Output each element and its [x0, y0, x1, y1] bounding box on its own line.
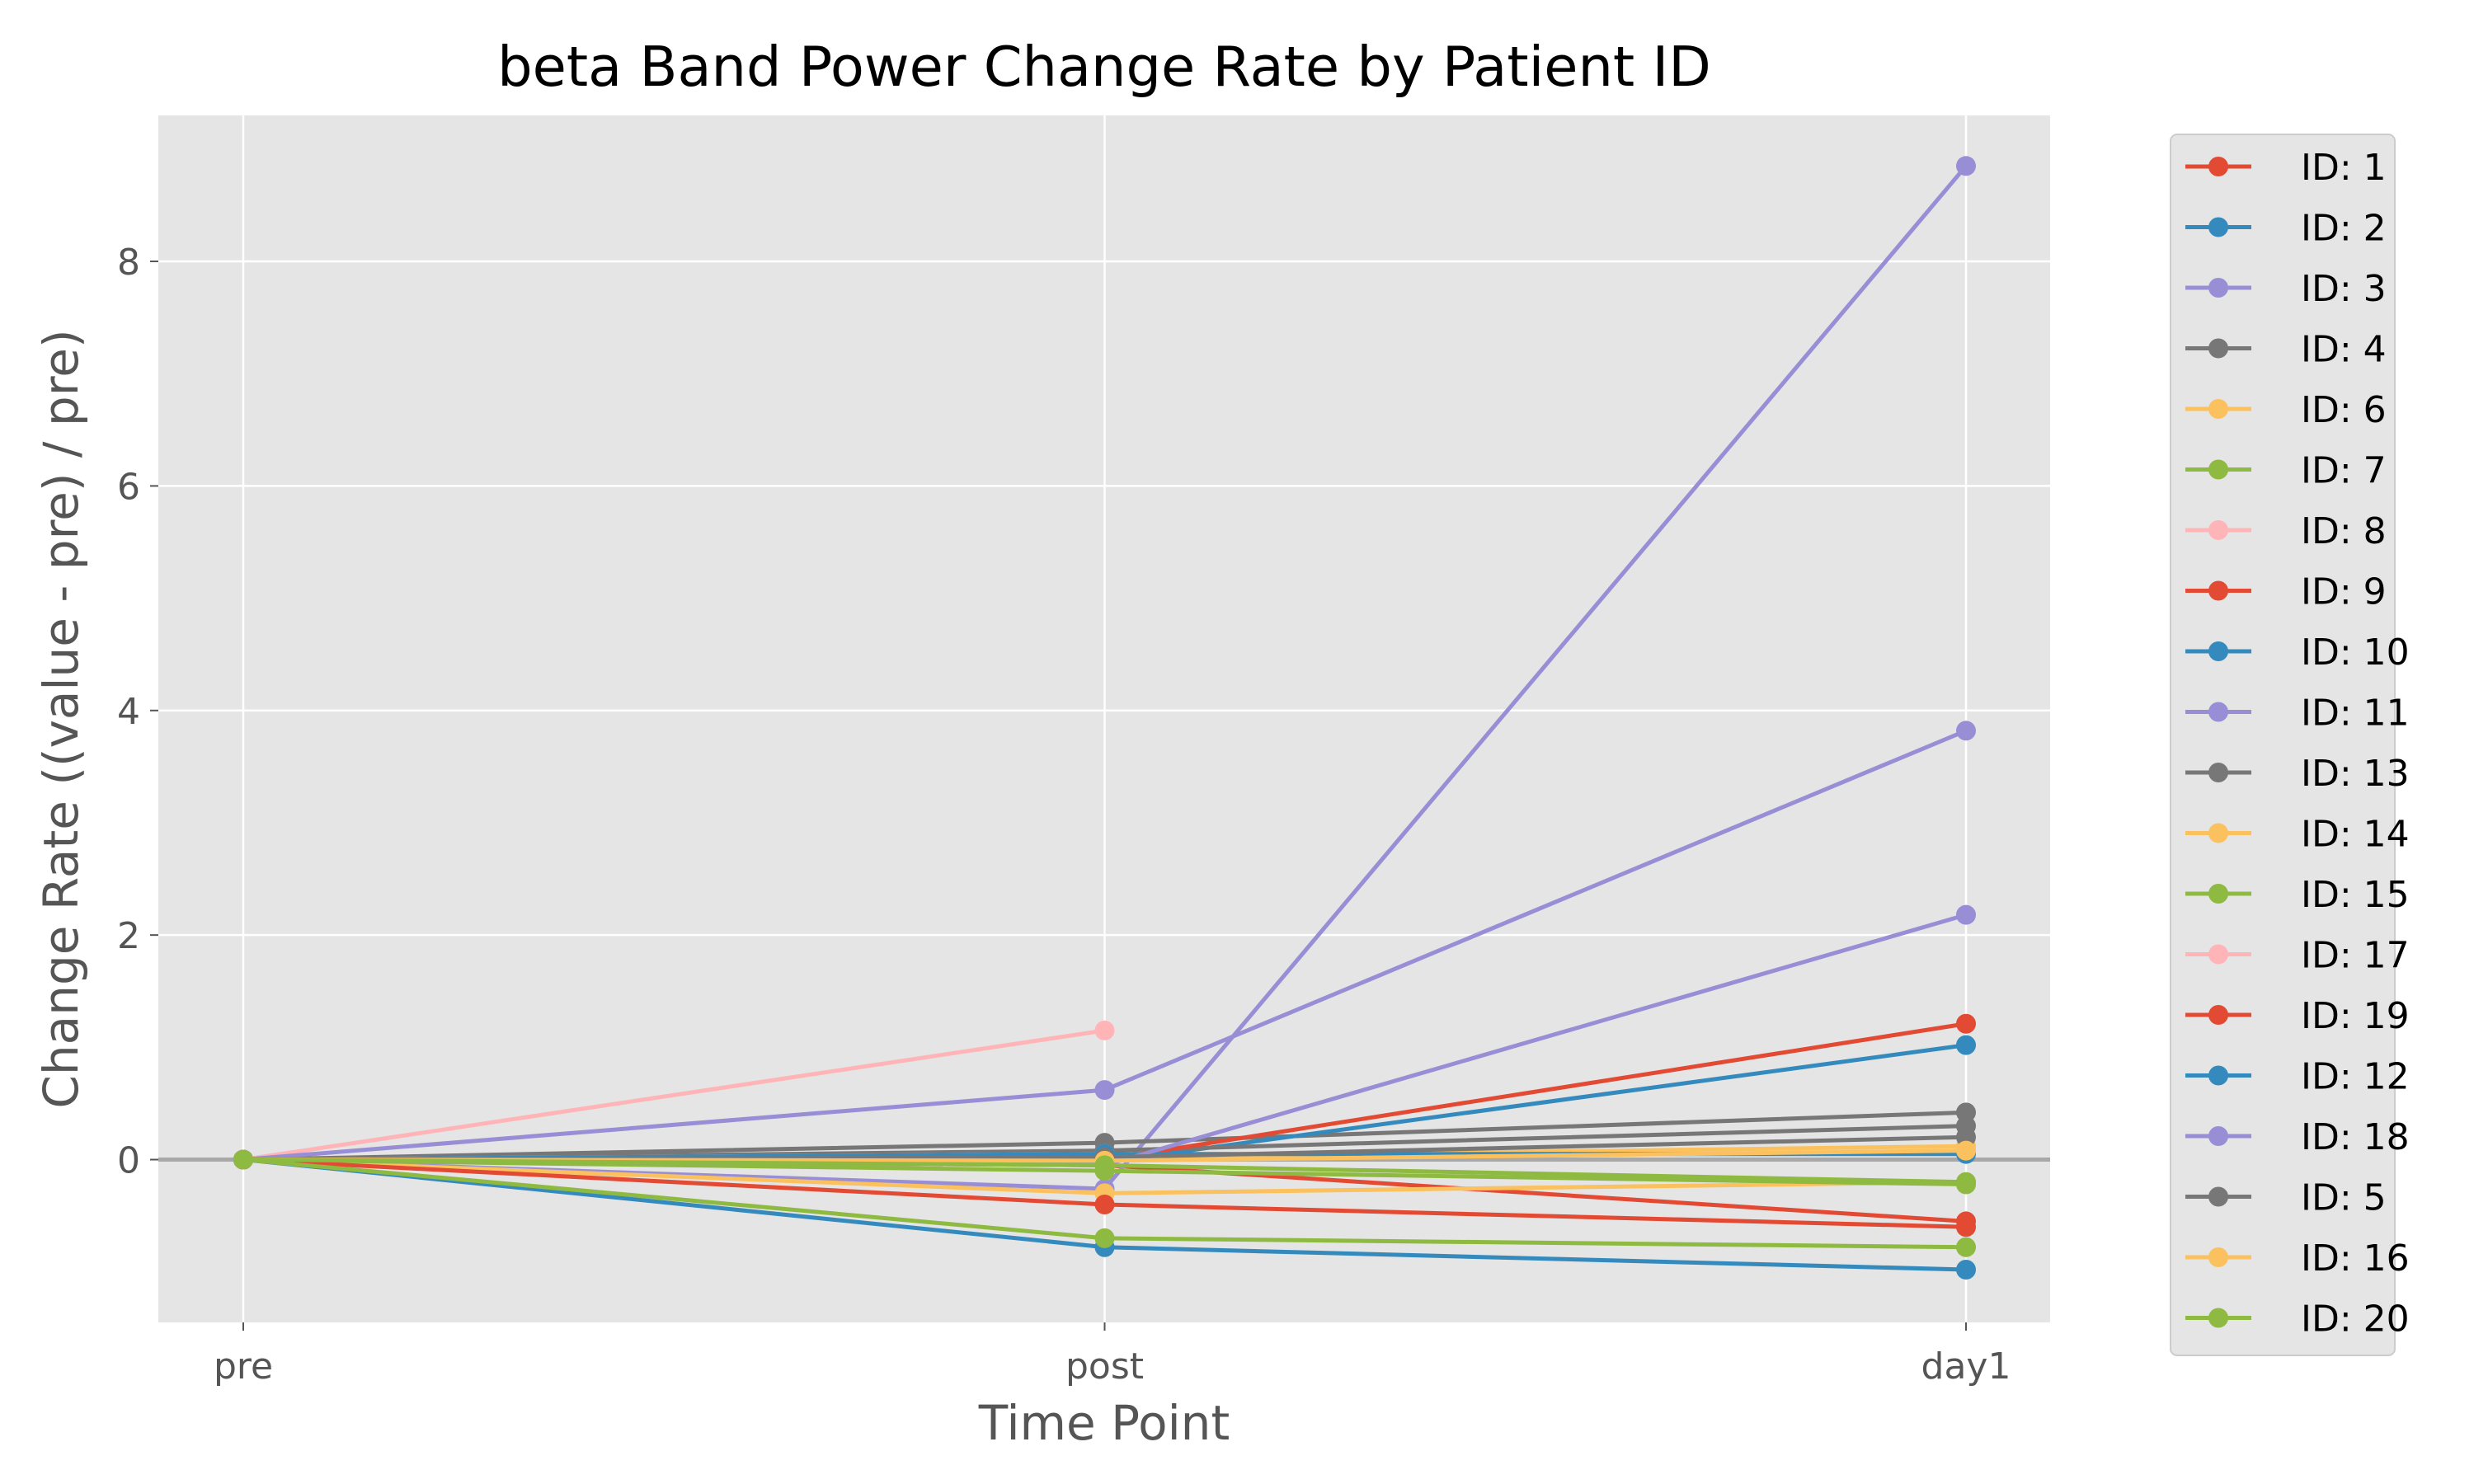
x-axis-ticks: pre post day1 — [214, 1322, 2011, 1388]
data-point — [1094, 1020, 1115, 1040]
legend-swatch-marker — [2208, 520, 2228, 540]
data-point — [1956, 1035, 1976, 1055]
legend-label: ID: 17 — [2301, 935, 2410, 977]
series-20 — [233, 1149, 1976, 1192]
y-tick-label: 8 — [117, 242, 140, 284]
data-point — [1094, 1228, 1115, 1248]
data-point — [1956, 1172, 1976, 1192]
legend-item: ID: 6 — [2185, 389, 2387, 431]
data-point — [1094, 1080, 1115, 1101]
legend-item: ID: 19 — [2185, 995, 2410, 1037]
legend-swatch-marker — [2208, 338, 2228, 359]
data-point — [1956, 904, 1976, 925]
legend-label: ID: 15 — [2301, 874, 2410, 916]
data-point — [1956, 1217, 1976, 1237]
legend-label: ID: 4 — [2301, 329, 2387, 371]
legend-label: ID: 1 — [2301, 147, 2387, 189]
legend-item: ID: 11 — [2185, 693, 2410, 735]
legend-label: ID: 14 — [2301, 814, 2410, 856]
legend-label: ID: 7 — [2301, 450, 2387, 492]
legend-label: ID: 3 — [2301, 268, 2387, 310]
legend-swatch-marker — [2208, 1126, 2228, 1146]
legend-label: ID: 9 — [2301, 571, 2387, 613]
legend-item: ID: 17 — [2185, 935, 2410, 977]
y-tick-label: 4 — [117, 691, 140, 733]
data-point — [233, 1149, 253, 1170]
legend-item: ID: 2 — [2185, 208, 2387, 250]
data-point — [1956, 1237, 1976, 1257]
x-axis-label: Time Point — [978, 1395, 1230, 1451]
legend-item: ID: 4 — [2185, 329, 2387, 371]
legend-swatch-marker — [2208, 217, 2228, 237]
data-point — [1956, 156, 1976, 176]
x-tick-label: pre — [214, 1345, 273, 1388]
legend-swatch-marker — [2208, 580, 2228, 601]
legend-label: ID: 19 — [2301, 995, 2410, 1037]
legend-swatch-marker — [2208, 641, 2228, 661]
legend-label: ID: 13 — [2301, 753, 2410, 795]
legend-swatch-marker — [2208, 459, 2228, 480]
legend-swatch-marker — [2208, 763, 2228, 782]
legend-item: ID: 15 — [2185, 874, 2410, 916]
legend-item: ID: 20 — [2185, 1298, 2410, 1341]
x-tick-label: day1 — [1921, 1345, 2011, 1388]
legend-item: ID: 16 — [2185, 1237, 2410, 1280]
data-point — [1956, 721, 1976, 741]
data-point — [1956, 1259, 1976, 1280]
legend-item: ID: 8 — [2185, 510, 2387, 552]
legend-item: ID: 9 — [2185, 571, 2387, 613]
y-axis-ticks: 0 2 4 6 8 — [117, 242, 158, 1182]
legend-swatch-marker — [2208, 1065, 2228, 1086]
legend-item: ID: 10 — [2185, 632, 2410, 674]
legend-label: ID: 12 — [2301, 1056, 2410, 1098]
chart-title: beta Band Power Change Rate by Patient I… — [497, 35, 1711, 99]
legend-item: ID: 5 — [2185, 1177, 2387, 1219]
legend-label: ID: 18 — [2301, 1116, 2410, 1158]
legend-item: ID: 7 — [2185, 450, 2387, 492]
data-point — [1094, 1155, 1115, 1176]
legend-swatch-marker — [2208, 1005, 2228, 1025]
legend-label: ID: 8 — [2301, 510, 2387, 552]
legend-item: ID: 14 — [2185, 814, 2410, 856]
data-point — [1956, 1140, 1976, 1161]
y-axis-label: Change Rate ((value - pre) / pre) — [33, 329, 89, 1108]
data-point — [1094, 1195, 1115, 1215]
legend-swatch-marker — [2208, 1186, 2228, 1207]
legend-swatch-marker — [2208, 823, 2228, 843]
legend-item: ID: 18 — [2185, 1116, 2410, 1158]
legend-swatch-marker — [2208, 884, 2228, 904]
y-tick-label: 6 — [117, 466, 140, 508]
data-point — [1956, 1013, 1976, 1034]
legend-swatch-marker — [2208, 1308, 2228, 1328]
y-tick-label: 2 — [117, 915, 140, 957]
legend-item: ID: 3 — [2185, 268, 2387, 310]
series-line — [242, 1028, 1105, 1162]
legend-item: ID: 1 — [2185, 147, 2387, 189]
legend-swatch-marker — [2208, 278, 2228, 298]
legend-item: ID: 13 — [2185, 753, 2410, 795]
legend-frame — [2170, 134, 2396, 1356]
legend: ID: 1 ID: 2 ID: 3 ID: 4 ID: 6 ID: 7 ID: 8 ID: 9… — [2170, 134, 2410, 1356]
series-layer — [233, 156, 1976, 1280]
legend-label: ID: 16 — [2301, 1237, 2410, 1280]
legend-label: ID: 5 — [2301, 1177, 2387, 1219]
legend-swatch-marker — [2208, 1247, 2228, 1267]
legend-label: ID: 20 — [2301, 1298, 2410, 1341]
legend-label: ID: 11 — [2301, 693, 2410, 735]
legend-label: ID: 10 — [2301, 632, 2410, 674]
legend-items: ID: 1 ID: 2 ID: 3 ID: 4 ID: 6 ID: 7 ID: 8 ID: 9… — [2185, 147, 2410, 1341]
legend-swatch-marker — [2208, 399, 2228, 419]
legend-label: ID: 2 — [2301, 208, 2387, 250]
x-tick-label: post — [1065, 1345, 1144, 1388]
legend-swatch-marker — [2208, 702, 2228, 722]
legend-label: ID: 6 — [2301, 389, 2387, 431]
legend-swatch-marker — [2208, 944, 2228, 965]
legend-swatch-marker — [2208, 157, 2228, 176]
legend-item: ID: 12 — [2185, 1056, 2410, 1098]
y-tick-label: 0 — [117, 1140, 140, 1182]
